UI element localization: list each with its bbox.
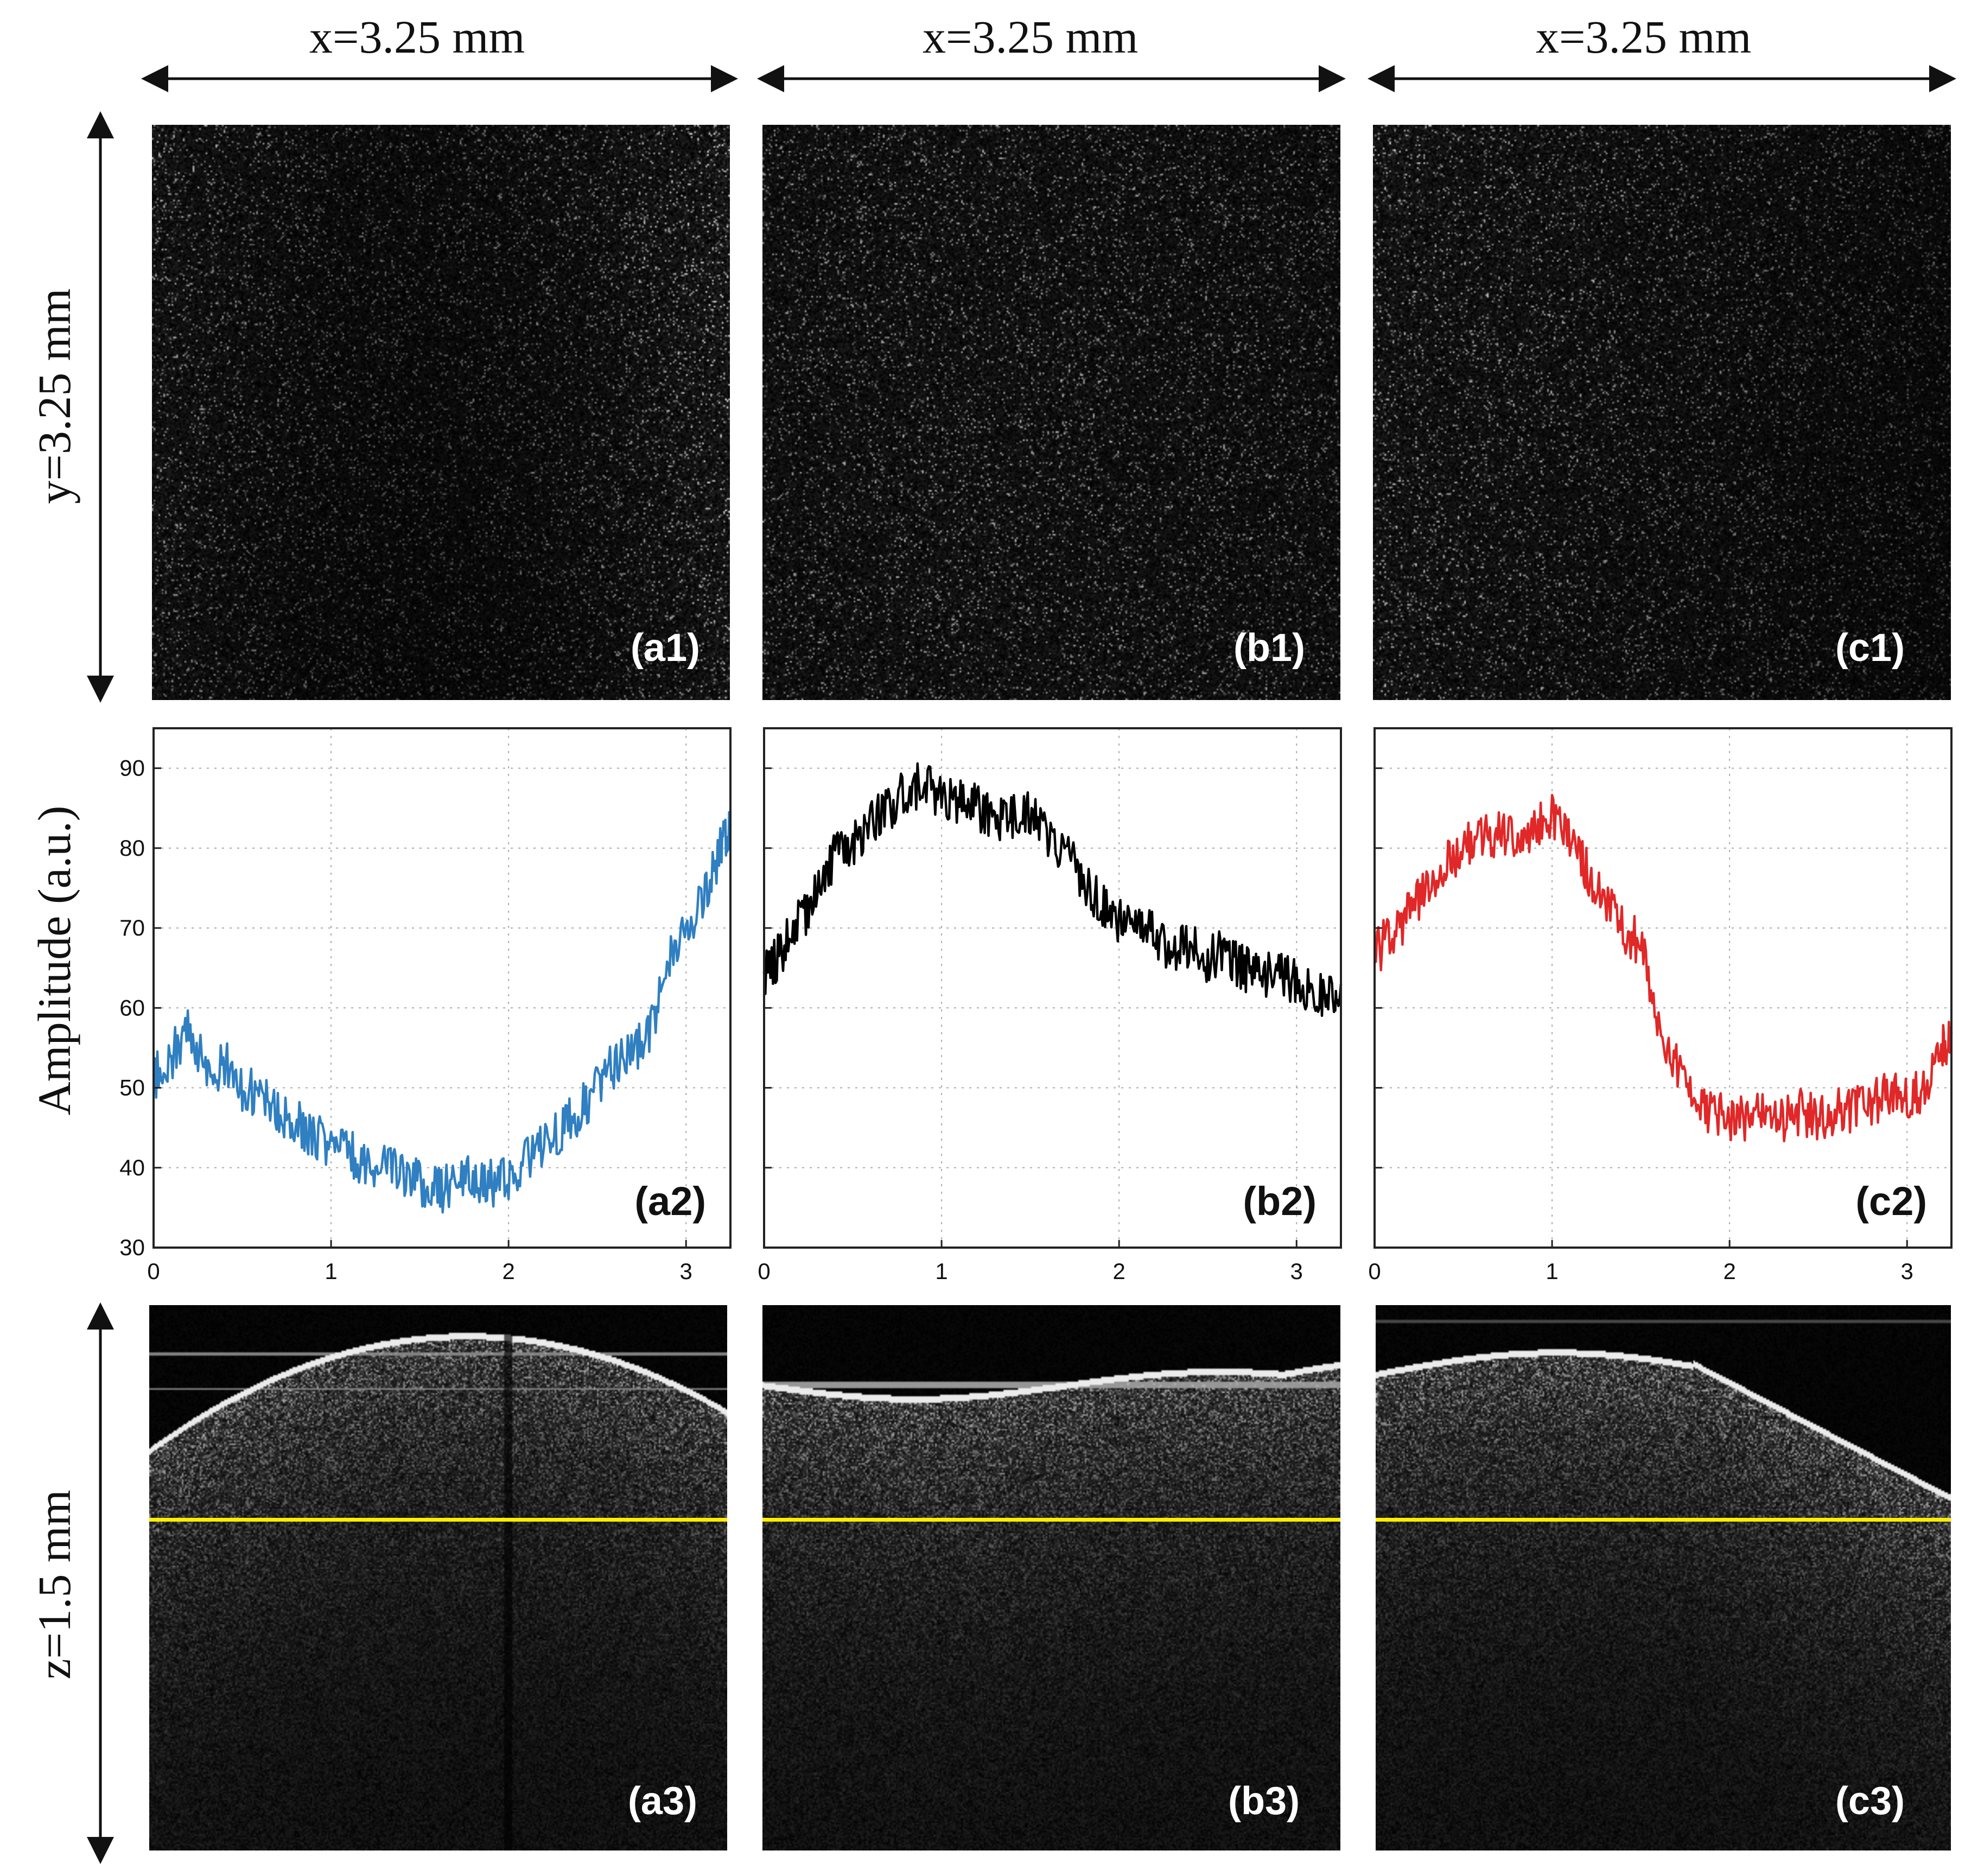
- bscan-texture: [149, 1305, 727, 1850]
- y-tick-label: 50: [119, 1075, 145, 1101]
- amplitude-chart-c2: 0 1 2 3 (c2): [1368, 727, 1953, 1284]
- panel-label: (c3): [1835, 1779, 1905, 1823]
- enface-image-c1: (c1): [1373, 125, 1951, 700]
- bscan-texture: [1376, 1305, 1951, 1850]
- speckle-texture: [1373, 125, 1951, 700]
- panel-label: (b2): [1243, 1179, 1317, 1224]
- bscan-image-b3: (b3): [762, 1305, 1340, 1850]
- x-dimension-label-b: x=3.25 mm: [923, 11, 1139, 63]
- x-tick-label: 2: [1112, 1258, 1125, 1284]
- series-line: [762, 762, 1343, 1017]
- panel-label: (c1): [1835, 626, 1905, 670]
- panel-label: (b3): [1228, 1779, 1300, 1823]
- amplitude-chart-b2: 0 1 2 3 (b2): [758, 727, 1343, 1284]
- x-tick-label: 3: [680, 1258, 692, 1284]
- depth-line: [762, 1518, 1340, 1522]
- panel-label: (a3): [627, 1779, 697, 1823]
- series-line: [1373, 793, 1953, 1142]
- panel-label: (c2): [1855, 1179, 1927, 1224]
- bscan-image-c3: (c3): [1376, 1305, 1951, 1850]
- enface-image-b1: (b1): [762, 125, 1340, 700]
- x-tick-label: 0: [1368, 1258, 1381, 1284]
- x-tick-label: 3: [1290, 1258, 1303, 1284]
- y-tick-label: 70: [119, 915, 145, 940]
- x-tick-label: 2: [1723, 1258, 1735, 1284]
- x-tick-label: 0: [758, 1258, 770, 1284]
- plot-area: [764, 728, 1341, 1248]
- speckle-texture: [152, 125, 730, 700]
- panel-label: (b1): [1233, 626, 1305, 670]
- panel-label: (a2): [634, 1179, 706, 1224]
- plot-frame: [763, 727, 1342, 1249]
- x-tick-label: 2: [502, 1258, 514, 1284]
- x-dimension-label-c: x=3.25 mm: [1536, 11, 1752, 63]
- z-dimension-label: z=1.5 mm: [28, 1490, 80, 1680]
- y-tick-label: 90: [119, 755, 145, 781]
- x-tick-label: 0: [147, 1258, 160, 1284]
- x-tick-label: 1: [1546, 1258, 1558, 1284]
- enface-image-a1: (a1): [152, 125, 730, 700]
- panel-label: (a1): [630, 626, 700, 670]
- plot-frame: [1373, 727, 1953, 1249]
- y-tick-label: 40: [119, 1155, 145, 1180]
- x-tick-label: 3: [1901, 1258, 1913, 1284]
- x-dimension-label-a: x=3.25 mm: [309, 11, 525, 63]
- amplitude-axis-label: Amplitude (a.u.): [28, 805, 80, 1116]
- y-tick-label: 60: [119, 995, 145, 1020]
- x-tick-label: 1: [935, 1258, 947, 1284]
- series-line: [152, 811, 732, 1214]
- plot-area: [154, 728, 730, 1248]
- bscan-image-a3: (a3): [149, 1305, 727, 1850]
- amplitude-chart-a2: 0 1 2 3 30 40 50 60 70 80 90 (a2): [119, 727, 732, 1284]
- depth-line: [149, 1518, 727, 1522]
- plot-area: [1375, 728, 1951, 1248]
- y-tick-label: 30: [119, 1235, 145, 1260]
- y-dimension-label: y=3.25 mm: [28, 288, 80, 504]
- y-tick-label: 80: [119, 835, 145, 861]
- speckle-texture: [762, 125, 1340, 700]
- depth-line: [1376, 1518, 1951, 1522]
- plot-frame: [152, 727, 732, 1249]
- bscan-texture: [762, 1305, 1340, 1850]
- x-tick-label: 1: [325, 1258, 337, 1284]
